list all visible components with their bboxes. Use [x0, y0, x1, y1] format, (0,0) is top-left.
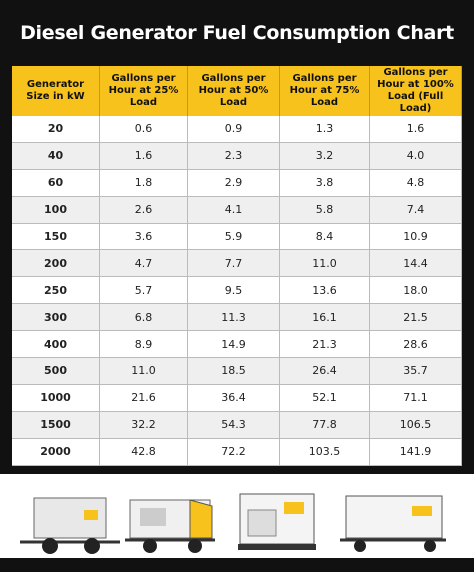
- table-cell: 4.7: [100, 250, 188, 278]
- table-cell: 28.6: [370, 331, 462, 359]
- table-cell: 26.4: [280, 358, 370, 385]
- table-cell: 7.7: [188, 250, 280, 278]
- table-cell: 8.9: [100, 331, 188, 359]
- table-cell: 9.5: [188, 277, 280, 305]
- row-header: 100: [12, 196, 100, 224]
- table-cell: 11.0: [100, 358, 188, 385]
- row-header: 40: [12, 142, 100, 170]
- table-cell: 2.6: [100, 196, 188, 224]
- table-cell: 11.0: [280, 250, 370, 278]
- row-header: 300: [12, 304, 100, 332]
- row-header: 60: [12, 169, 100, 197]
- generator-4: [340, 495, 446, 552]
- generator-2: [125, 499, 215, 553]
- table-cell: 4.8: [370, 169, 462, 197]
- table-cell: 10.9: [370, 223, 462, 251]
- table-cell: 2.3: [188, 142, 280, 170]
- column-header: Gallons per Hour at 75% Load: [280, 66, 370, 116]
- title: Diesel Generator Fuel Consumption Chart: [20, 22, 454, 44]
- table: Generator Size in kW Gallons per Hour at …: [12, 66, 462, 466]
- row-header: 200: [12, 250, 100, 278]
- row-header: 2000: [12, 438, 100, 466]
- table-cell: 71.1: [370, 384, 462, 412]
- generator-images: [20, 493, 446, 554]
- table-cell: 1.8: [100, 169, 188, 197]
- table-cell: 21.6: [100, 384, 188, 412]
- column-header: Gallons per Hour at 50% Load: [188, 66, 280, 116]
- table-cell: 5.8: [280, 196, 370, 224]
- table-cell: 2.9: [188, 169, 280, 197]
- table-cell: 13.6: [280, 277, 370, 305]
- table-cell: 18.5: [188, 358, 280, 385]
- table-cell: 42.8: [100, 438, 188, 466]
- row-header: 400: [12, 331, 100, 359]
- table-cell: 3.2: [280, 142, 370, 170]
- table-cell: 52.1: [280, 384, 370, 412]
- column-header: Gallons per Hour at 25% Load: [100, 66, 188, 116]
- table-cell: 54.3: [188, 411, 280, 439]
- table-cell: 1.6: [100, 142, 188, 170]
- table-cell: 0.9: [188, 116, 280, 143]
- table-cell: 3.6: [100, 223, 188, 251]
- table-cell: 5.9: [188, 223, 280, 251]
- row-header: 250: [12, 277, 100, 305]
- table-cell: 5.7: [100, 277, 188, 305]
- table-cell: 3.8: [280, 169, 370, 197]
- table-cell: 35.7: [370, 358, 462, 385]
- table-cell: 0.6: [100, 116, 188, 143]
- table-cell: 32.2: [100, 411, 188, 439]
- table-cell: 4.1: [188, 196, 280, 224]
- row-header: 1500: [12, 411, 100, 439]
- table-cell: 14.9: [188, 331, 280, 359]
- generator-1: [20, 497, 120, 554]
- row-header: 500: [12, 358, 100, 385]
- table-cell: 1.6: [370, 116, 462, 143]
- table-cell: 11.3: [188, 304, 280, 332]
- table-cell: 18.0: [370, 277, 462, 305]
- table-cell: 77.8: [280, 411, 370, 439]
- table-cell: 21.5: [370, 304, 462, 332]
- table-cell: 7.4: [370, 196, 462, 224]
- table-cell: 21.3: [280, 331, 370, 359]
- table-cell: 106.5: [370, 411, 462, 439]
- column-header: Generator Size in kW: [12, 66, 100, 116]
- row-header: 150: [12, 223, 100, 251]
- table-cell: 36.4: [188, 384, 280, 412]
- row-header: 20: [12, 116, 100, 143]
- table-cell: 14.4: [370, 250, 462, 278]
- table-cell: 1.3: [280, 116, 370, 143]
- table-cell: 6.8: [100, 304, 188, 332]
- row-header: 1000: [12, 384, 100, 412]
- table-cell: 16.1: [280, 304, 370, 332]
- table-cell: 4.0: [370, 142, 462, 170]
- table-cell: 8.4: [280, 223, 370, 251]
- column-header: Gallons per Hour at 100% Load (Full Load…: [370, 66, 462, 116]
- footer-bar: [0, 558, 474, 572]
- table-cell: 72.2: [188, 438, 280, 466]
- table-cell: 141.9: [370, 438, 462, 466]
- table-cell: 103.5: [280, 438, 370, 466]
- generator-3: [238, 493, 316, 550]
